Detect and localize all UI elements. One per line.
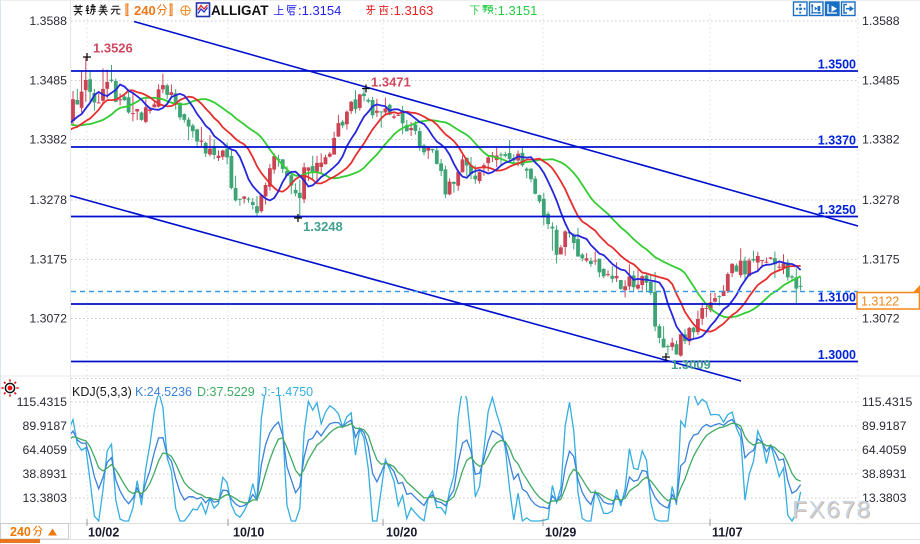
svg-text:240: 240 (134, 3, 156, 18)
svg-text:64.4059: 64.4059 (23, 443, 68, 457)
svg-text:10/29: 10/29 (545, 526, 576, 540)
svg-text:10/10: 10/10 (233, 526, 264, 540)
svg-text:1.3526: 1.3526 (93, 41, 133, 56)
svg-text:1.3175: 1.3175 (862, 253, 900, 267)
svg-text:1.3175: 1.3175 (29, 253, 67, 267)
svg-text:J:-1.4750: J:-1.4750 (261, 385, 313, 399)
svg-text:13.3803: 13.3803 (23, 491, 68, 505)
svg-text:ALLIGAT: ALLIGAT (211, 3, 269, 18)
svg-text:FX678: FX678 (793, 498, 873, 525)
svg-text:240: 240 (10, 525, 31, 539)
svg-text:1.3072: 1.3072 (29, 312, 67, 326)
svg-text:10/20: 10/20 (386, 526, 417, 540)
svg-text:1.3248: 1.3248 (303, 219, 343, 234)
svg-text:K:24.5236: K:24.5236 (135, 385, 192, 399)
svg-text:115.4315: 115.4315 (862, 395, 913, 409)
svg-text:10/02: 10/02 (88, 526, 119, 540)
svg-text:115.4315: 115.4315 (17, 395, 68, 409)
svg-text:64.4059: 64.4059 (862, 443, 907, 457)
svg-text:1.3471: 1.3471 (371, 75, 411, 90)
svg-text:1.3100: 1.3100 (818, 291, 856, 305)
svg-text:1.3250: 1.3250 (818, 203, 856, 217)
svg-text:1.3500: 1.3500 (818, 58, 856, 72)
svg-text:1.3122: 1.3122 (861, 295, 899, 309)
svg-text:13.3803: 13.3803 (862, 491, 907, 505)
svg-text:1.3000: 1.3000 (818, 348, 856, 362)
svg-text:1.3588: 1.3588 (862, 14, 900, 28)
svg-text:1.3382: 1.3382 (29, 133, 67, 147)
svg-text:1.3382: 1.3382 (862, 133, 900, 147)
svg-text:11/07: 11/07 (712, 526, 743, 540)
svg-text:38.8931: 38.8931 (862, 467, 907, 481)
svg-text::1.3154: :1.3154 (298, 3, 341, 18)
svg-text:1.3485: 1.3485 (29, 74, 67, 88)
svg-text:89.9187: 89.9187 (23, 419, 68, 433)
svg-text:1.3278: 1.3278 (29, 193, 67, 207)
svg-text:1.3278: 1.3278 (862, 193, 900, 207)
svg-text:38.8931: 38.8931 (23, 467, 68, 481)
svg-text:1.3009: 1.3009 (671, 357, 711, 372)
svg-text:KDJ(5,3,3): KDJ(5,3,3) (72, 385, 132, 399)
svg-text:1.3072: 1.3072 (862, 312, 900, 326)
svg-text:1.3485: 1.3485 (862, 74, 900, 88)
svg-text:FX678: FX678 (792, 497, 872, 524)
svg-text:1.3370: 1.3370 (818, 134, 856, 148)
svg-text::1.3163: :1.3163 (390, 3, 433, 18)
svg-text:1.3588: 1.3588 (29, 14, 67, 28)
svg-text:89.9187: 89.9187 (862, 419, 907, 433)
svg-text::1.3151: :1.3151 (494, 3, 537, 18)
svg-text:D:37.5229: D:37.5229 (197, 385, 255, 399)
